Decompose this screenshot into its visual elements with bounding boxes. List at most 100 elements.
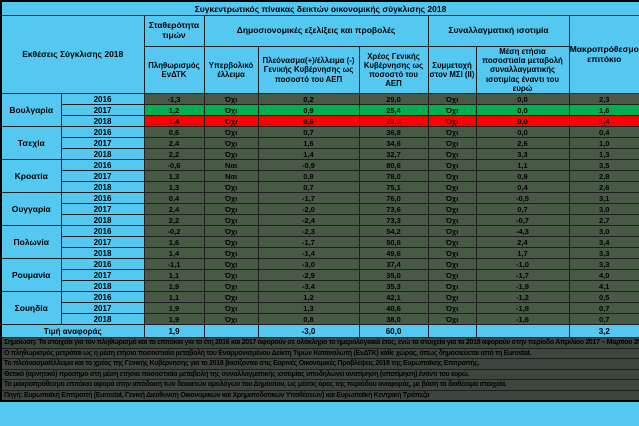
cell-hicp-inflation: 1,6 — [143, 236, 205, 248]
table-row: 2018 2,2 Όχι -2,4 73,3 Όχι -0,7 2,7 — [1, 214, 639, 226]
cell-hicp-inflation: 1,1 — [143, 269, 205, 281]
table-row: Βουλγαρία 2016 -1,3 Όχι 0,2 29,0 Όχι 0,0 2,3 — [0, 93, 639, 127]
country-name: Ουγγαρία — [0, 192, 62, 226]
cell-govt-balance: -2,3 — [257, 225, 360, 237]
table-row: 2018 1,9 Όχι -3,4 35,3 Όχι -1,9 4,1 — [1, 280, 639, 292]
col-fx-change: Μέση ετήσια ποσοστιαία μεταβολή συναλλαγ… — [475, 46, 570, 94]
cell-hicp-inflation: 2,4 — [143, 203, 205, 215]
cell-erm2-participation: Όχι — [427, 236, 477, 248]
table-title: Συγκεντρωτικός πίνακας δεικτών οικονομικ… — [0, 0, 639, 16]
cell-long-term-rate: 4,1 — [568, 280, 639, 292]
cell-long-term-rate: 0,5 — [568, 291, 639, 303]
cell-long-term-rate: 3,0 — [568, 225, 639, 237]
cell-govt-debt: 80,6 — [358, 159, 429, 171]
cell-govt-balance: -3,0 — [257, 258, 360, 270]
year-cell: 2017 — [60, 203, 145, 215]
cell-long-term-rate: 3,5 — [568, 159, 639, 171]
cell-excessive-deficit: Όχι — [203, 225, 259, 237]
cell-excessive-deficit: Όχι — [203, 203, 259, 215]
table-row: 2017 1,2 Όχι 0,9 25,4 Όχι 0,0 1,6 — [1, 104, 639, 116]
table-row: 2017 1,9 Όχι 1,3 40,6 Όχι -1,8 0,7 — [1, 302, 639, 314]
cell-govt-debt: 73,3 — [358, 214, 429, 226]
cell-govt-debt: 49,6 — [358, 247, 429, 259]
year-cell: 2018 — [60, 247, 145, 259]
cell-erm2-participation: Όχι — [427, 126, 477, 138]
cell-fx-change-vs-euro: 0,0 — [475, 104, 570, 116]
cell-erm2-participation: Όχι — [427, 269, 477, 281]
cell-long-term-rate: 2,7 — [568, 214, 639, 226]
year-cell: 2017 — [60, 137, 145, 149]
year-cell: 2016 — [60, 225, 145, 237]
cell-fx-change-vs-euro: 0,0 — [475, 115, 570, 127]
cell-govt-debt: 54,2 — [358, 225, 429, 237]
cell-long-term-rate: 1,6 — [568, 104, 639, 116]
cell-fx-change-vs-euro: 3,3 — [475, 148, 570, 160]
cell-govt-debt: 36,8 — [358, 126, 429, 138]
cell-erm2-participation: Όχι — [427, 192, 477, 204]
reference-balance: -3,0 — [257, 324, 360, 338]
cell-hicp-inflation: 1,2 — [143, 104, 205, 116]
reference-hicp: 1,9 — [143, 324, 205, 338]
cell-excessive-deficit: Όχι — [203, 313, 259, 325]
cell-fx-change-vs-euro: -1,7 — [475, 269, 570, 281]
footnote-source: Πηγή: Ευρωπαϊκή Επιτροπή (Eurostat, Γενι… — [0, 389, 639, 402]
cell-fx-change-vs-euro: 0,4 — [475, 181, 570, 193]
cell-hicp-inflation: 1,3 — [143, 170, 205, 182]
cell-excessive-deficit: Όχι — [203, 137, 259, 149]
cell-long-term-rate: 2,3 — [568, 93, 639, 105]
year-cell: 2017 — [60, 170, 145, 182]
cell-govt-debt: 78,0 — [358, 170, 429, 182]
cell-govt-debt: 25,4 — [358, 104, 429, 116]
cell-erm2-participation: Όχι — [427, 170, 477, 182]
cell-govt-balance: 0,7 — [257, 126, 360, 138]
cell-excessive-deficit: Όχι — [203, 258, 259, 270]
year-cell: 2016 — [60, 258, 145, 270]
cell-fx-change-vs-euro: -1,6 — [475, 313, 570, 325]
cell-erm2-participation: Όχι — [427, 214, 477, 226]
table-row: 2018 1,3 Όχι 0,7 75,1 Όχι 0,4 2,6 — [1, 181, 639, 193]
group-exchange-rate: Συναλλαγματική ισοτιμία — [427, 15, 570, 47]
col-excessive-deficit: Υπερβολικό έλλειμα — [203, 46, 259, 94]
cell-hicp-inflation: 1,3 — [143, 181, 205, 193]
year-cell: 2018 — [60, 115, 145, 127]
country-name: Τσεχία — [0, 126, 62, 160]
cell-govt-balance: 0,9 — [257, 104, 360, 116]
table-row: 2018 1,4 Όχι -1,4 49,6 Όχι 1,7 3,3 — [1, 247, 639, 259]
cell-hicp-inflation: 1,4 — [143, 115, 205, 127]
cell-govt-debt: 50,6 — [358, 236, 429, 248]
cell-long-term-rate: 3,0 — [568, 203, 639, 215]
table-row: 2018 2,2 Όχι 1,4 32,7 Όχι 3,3 1,3 — [1, 148, 639, 160]
cell-excessive-deficit: Όχι — [203, 93, 259, 105]
cell-long-term-rate: 2,6 — [568, 181, 639, 193]
cell-govt-balance: -2,9 — [257, 269, 360, 281]
cell-hicp-inflation: 1,9 — [143, 313, 205, 325]
cell-hicp-inflation: 1,1 — [143, 291, 205, 303]
year-cell: 2017 — [60, 236, 145, 248]
cell-excessive-deficit: Όχι — [203, 214, 259, 226]
cell-excessive-deficit: Όχι — [203, 115, 259, 127]
year-cell: 2016 — [60, 126, 145, 138]
reference-value-row: Τιμή αναφοράς 1,9 -3,0 60,0 3,2 — [0, 324, 639, 338]
cell-excessive-deficit: Όχι — [203, 291, 259, 303]
reference-long-term-rate: 3,2 — [568, 324, 639, 338]
cell-long-term-rate: 4,0 — [568, 269, 639, 281]
year-cell: 2017 — [60, 104, 145, 116]
cell-govt-debt: 37,4 — [358, 258, 429, 270]
cell-hicp-inflation: 2,2 — [143, 148, 205, 160]
cell-erm2-participation: Όχι — [427, 104, 477, 116]
cell-hicp-inflation: -1,3 — [143, 93, 205, 105]
cell-excessive-deficit: Όχι — [203, 280, 259, 292]
cell-long-term-rate: 3,3 — [568, 258, 639, 270]
cell-govt-debt: 23,3 — [358, 115, 429, 127]
cell-excessive-deficit: Όχι — [203, 302, 259, 314]
year-cell: 2016 — [60, 93, 145, 105]
cell-hicp-inflation: 1,4 — [143, 247, 205, 259]
cell-govt-balance: 0,6 — [257, 115, 360, 127]
table-row: 2017 1,6 Όχι -1,7 50,6 Όχι 2,4 3,4 — [1, 236, 639, 248]
cell-erm2-participation: Όχι — [427, 313, 477, 325]
table-body: Βουλγαρία 2016 -1,3 Όχι 0,2 29,0 Όχι 0,0 2,3 2017… — [0, 93, 639, 325]
cell-erm2-participation: Όχι — [427, 302, 477, 314]
table-row: 2018 1,9 Όχι 0,8 38,0 Όχι -1,6 0,7 — [1, 313, 639, 325]
cell-govt-balance: -3,4 — [257, 280, 360, 292]
cell-govt-balance: 1,2 — [257, 291, 360, 303]
